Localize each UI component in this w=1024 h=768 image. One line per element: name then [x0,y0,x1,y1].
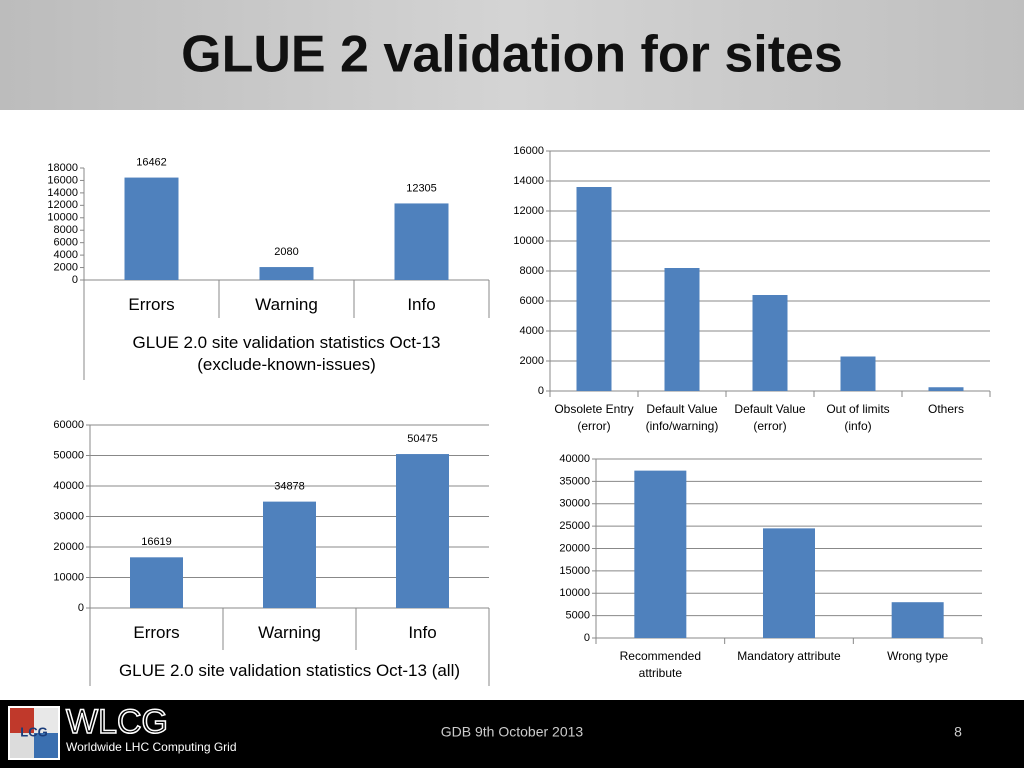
bar [634,470,687,638]
y-tick-label: 14000 [513,175,544,187]
y-tick-label: 16000 [513,145,544,157]
y-tick-label: 35000 [559,475,590,487]
chart-title: GLUE 2.0 site validation statistics Oct-… [132,333,441,374]
y-tick-label: 16000 [47,174,78,186]
bar [664,268,700,391]
y-tick-label: 6000 [54,237,78,249]
bar [752,295,788,391]
x-tick-label: Obsolete Entry (error) [554,402,634,433]
logo-quad [34,733,58,758]
y-tick-label: 30000 [559,498,590,510]
footer-band [0,700,1024,768]
bar [259,267,314,280]
bar [396,454,449,608]
y-tick-label: 10000 [513,235,544,247]
data-label: 12305 [406,182,437,194]
y-tick-label: 2000 [520,355,544,367]
x-tick-label: Info [407,295,436,314]
bar [394,203,449,280]
x-tick-label: Warning [258,623,321,642]
y-tick-label: 18000 [47,162,78,174]
bar [928,387,964,391]
logo-text: WLCG [66,703,168,741]
logo-quad [10,708,34,733]
y-tick-label: 20000 [53,541,84,553]
data-label: 34878 [274,481,305,493]
y-tick-label: 20000 [559,542,590,554]
y-tick-label: 6000 [520,295,544,307]
y-tick-label: 0 [72,274,78,286]
y-tick-label: 4000 [54,249,78,261]
y-tick-label: 0 [584,632,590,644]
y-tick-label: 12000 [47,199,78,211]
y-tick-label: 60000 [53,419,84,431]
bar [840,356,876,391]
y-tick-label: 30000 [53,510,84,522]
chart-title: GLUE 2.0 site validation statistics Oct-… [118,661,461,680]
y-tick-label: 14000 [47,187,78,199]
y-tick-label: 5000 [566,610,590,622]
x-tick-label: Others [927,402,964,416]
x-tick-label: Default Value (info/warning) [645,402,719,433]
y-tick-label: 10000 [53,571,84,583]
y-tick-label: 10000 [559,587,590,599]
header-band [0,0,1024,110]
y-tick-label: 4000 [520,325,544,337]
x-tick-label: Errors [128,295,175,314]
y-tick-label: 0 [538,385,544,397]
y-tick-label: 25000 [559,520,590,532]
footer-event: GDB 9th October 2013 [441,724,584,740]
data-label: 16462 [136,156,167,168]
x-tick-label: Recommended attribute [619,649,702,680]
bar [763,528,815,638]
x-tick-label: Info [408,623,437,642]
data-label: 50475 [407,433,438,445]
y-tick-label: 2000 [54,261,78,273]
x-tick-label: Wrong type [887,649,949,663]
y-tick-label: 8000 [520,265,544,277]
y-tick-label: 40000 [559,453,590,465]
logo: LCG WLCG Worldwide LHC Computing Grid [8,702,237,760]
y-tick-label: 0 [78,602,84,614]
slide-title: GLUE 2 validation for sites [181,26,843,84]
y-tick-label: 10000 [47,212,78,224]
page-number: 8 [954,724,962,740]
bar [576,187,612,391]
y-tick-label: 12000 [513,205,544,217]
x-tick-label: Out of limits (info) [826,402,890,433]
y-tick-label: 15000 [559,565,590,577]
x-tick-label: Errors [133,623,180,642]
logo-icon-text: LCG [20,724,47,739]
bar [124,177,179,280]
y-tick-label: 40000 [53,480,84,492]
x-tick-label: Warning [255,295,318,314]
x-tick-label: Mandatory attribute [737,649,841,663]
y-tick-label: 8000 [54,224,78,236]
x-tick-label: Default Value (error) [734,402,806,433]
data-label: 16619 [141,536,172,548]
logo-subtitle: Worldwide LHC Computing Grid [66,740,237,754]
data-label: 2080 [274,246,298,258]
logo-quad [10,733,34,758]
logo-quad [34,708,58,733]
bar [263,501,316,608]
y-tick-label: 50000 [53,449,84,461]
bar [130,557,183,608]
bar [891,602,944,638]
